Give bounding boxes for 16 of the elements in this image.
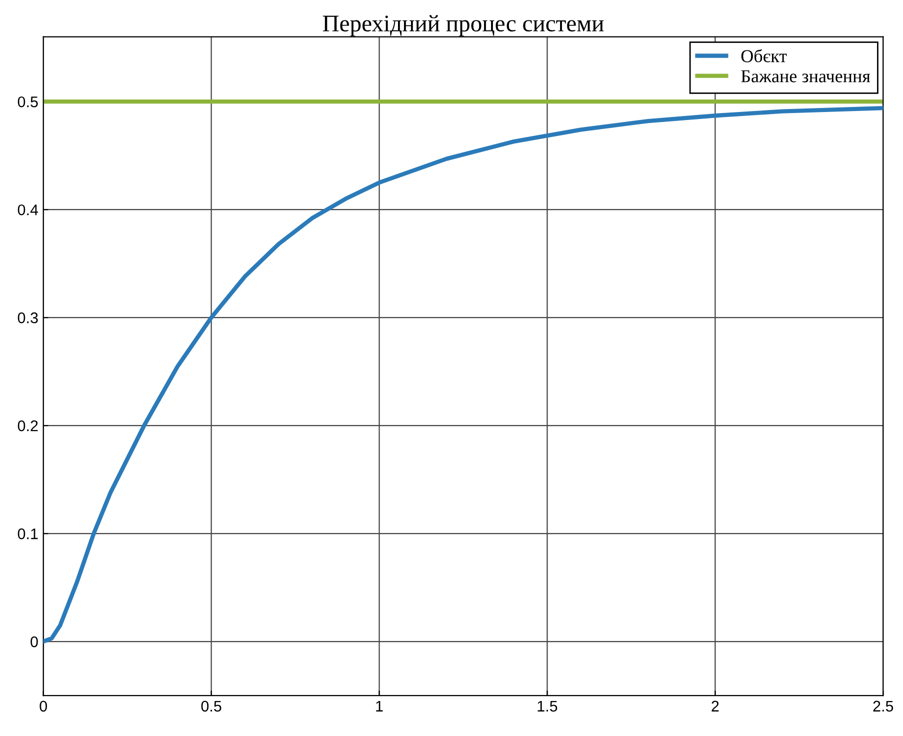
y-tick-label: 0.1 xyxy=(18,528,38,540)
y-tick-label: 0.3 xyxy=(18,312,38,324)
y-tick-label: 0.2 xyxy=(18,420,38,432)
x-tick-label: 1.5 xyxy=(538,700,558,712)
x-tick-label: 0.5 xyxy=(201,700,222,712)
x-tick-label: 1 xyxy=(376,700,383,712)
chart-title: Перехідний процес системи xyxy=(322,15,604,36)
y-tick-label: 0 xyxy=(30,636,38,648)
legend-label: Бажане значення xyxy=(741,70,870,82)
x-tick-label: 0 xyxy=(40,700,47,712)
legend-label: Обєкт xyxy=(741,49,787,62)
x-tick-label: 2.5 xyxy=(873,700,894,712)
line-series xyxy=(43,106,884,644)
x-tick-label: 2 xyxy=(712,700,719,712)
y-tick-label: 0.5 xyxy=(18,96,38,108)
y-tick-label: 0.4 xyxy=(18,204,38,216)
